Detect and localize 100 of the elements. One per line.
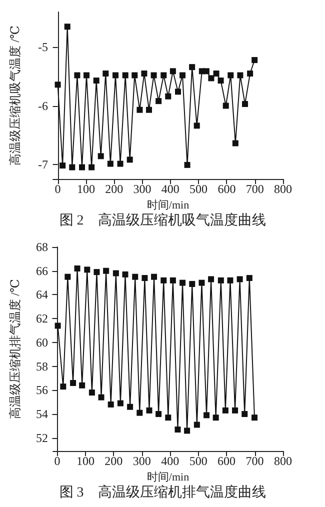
y-tick-label: 56 (36, 383, 48, 398)
point (122, 271, 128, 278)
point (107, 160, 114, 167)
x-tick-label: 100 (76, 182, 95, 196)
y-tick-label: -6 (38, 98, 48, 113)
y-tick-label: 58 (36, 359, 48, 374)
x-tick-label: 800 (274, 182, 292, 196)
x-tick-label: 600 (218, 454, 236, 468)
point (180, 72, 186, 78)
point (184, 162, 190, 168)
x-tick-label: 0 (54, 182, 61, 196)
text: 图 3 高温级压缩机排气温度曲线 (59, 484, 266, 500)
point (160, 277, 167, 284)
x-tick-label: 100 (76, 454, 94, 468)
y-tick-label: 62 (36, 312, 48, 326)
y-tick-label: 64 (36, 288, 48, 302)
x-tick-label: 700 (246, 182, 264, 196)
point (122, 72, 128, 78)
x-tick-label: 500 (190, 182, 208, 196)
point (74, 72, 80, 78)
point (132, 274, 138, 280)
x-tick-label: 200 (104, 454, 123, 468)
x-tick-label: 400 (161, 454, 180, 468)
point (151, 274, 158, 280)
point (247, 70, 254, 77)
point (127, 404, 134, 410)
y-axis-title: 高温级压缩机吸气温度 /℃ (8, 26, 22, 166)
y-tick-label: 66 (36, 264, 48, 278)
point (117, 400, 124, 406)
x-tick-label: 400 (161, 182, 180, 196)
point (246, 275, 252, 282)
y-tick-label: 52 (36, 430, 48, 445)
point (194, 122, 200, 129)
point (84, 72, 90, 78)
point (203, 68, 210, 74)
text: 图 2 高温级压缩机吸气温度曲线 (59, 212, 266, 228)
point (103, 268, 110, 274)
y-axis-title: 高温级压缩机排气温度 /℃ (8, 279, 22, 419)
point (204, 412, 210, 418)
point (165, 414, 172, 421)
x-tick-label: 500 (189, 454, 208, 468)
point (132, 72, 138, 78)
point (194, 422, 200, 428)
point (69, 164, 76, 170)
point (180, 280, 186, 286)
y-tick-label: 54 (36, 407, 48, 422)
point (88, 164, 95, 170)
y-tick-label: -5 (38, 40, 48, 54)
point (189, 64, 196, 70)
x-tick-label: 800 (274, 454, 292, 468)
point (93, 78, 100, 84)
point (252, 57, 258, 64)
point (117, 160, 124, 167)
point (156, 411, 162, 418)
x-tick-label: 300 (133, 182, 152, 196)
point (213, 70, 220, 77)
point (242, 411, 248, 418)
x-axis-title: 时间/min (146, 198, 190, 212)
point (141, 70, 148, 77)
x-tick-label: 0 (54, 454, 60, 468)
x-tick-label: 300 (132, 454, 151, 468)
point (54, 322, 61, 329)
x-tick-label: 700 (246, 454, 264, 468)
point (54, 82, 61, 88)
point (78, 164, 85, 170)
point (88, 390, 95, 396)
point (208, 276, 214, 282)
point (136, 106, 143, 113)
point (146, 407, 152, 414)
point (84, 266, 90, 273)
point (112, 270, 119, 276)
y-tick-label: -7 (38, 157, 48, 172)
point (70, 380, 76, 386)
point (212, 414, 219, 421)
point (98, 153, 104, 160)
point (242, 100, 248, 107)
point (227, 277, 234, 284)
point (189, 280, 196, 287)
point (156, 98, 162, 104)
point (174, 426, 181, 433)
point (64, 24, 70, 30)
y-tick-label: 68 (36, 240, 48, 254)
point (64, 274, 71, 280)
point (228, 72, 234, 78)
point (184, 428, 190, 434)
point (165, 93, 172, 100)
point (146, 106, 152, 113)
point (60, 162, 66, 169)
point (160, 72, 167, 78)
x-tick-label: 600 (218, 182, 236, 196)
point (232, 407, 238, 414)
x-tick-label: 200 (105, 182, 124, 196)
point (251, 414, 258, 421)
point (170, 277, 176, 284)
point (218, 78, 224, 84)
point (112, 72, 118, 78)
point (222, 102, 229, 109)
point (236, 276, 243, 282)
x-axis-title: 时间/min (146, 470, 190, 484)
point (79, 382, 86, 388)
